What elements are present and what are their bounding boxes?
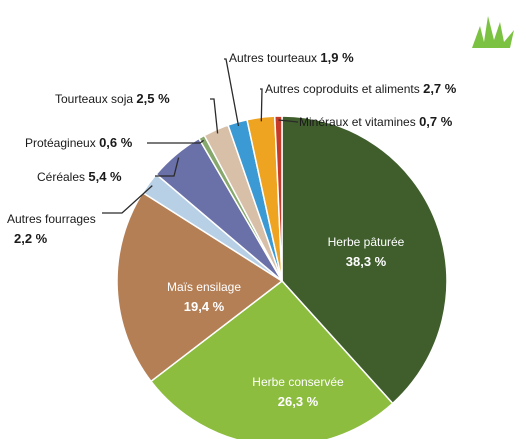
leader-line-autres-fourrages (102, 185, 153, 214)
label-pct-mais-ensilage: 19,4 % (184, 299, 225, 314)
pie-slice-mais-ensilage (116, 191, 284, 383)
label-cereales: Céréales 5,4 % (37, 169, 122, 184)
label-autres-fourrages: Autres fourrages (7, 212, 96, 226)
label-autres-tourteaux: Autres tourteaux 1,9 % (229, 50, 354, 65)
pie-slice-herbe-paturee (281, 115, 448, 405)
grass-logo-icon (472, 16, 514, 48)
leader-line-proteagineux (147, 139, 204, 144)
leader-line-mineraux-et-vitamines (278, 119, 299, 123)
label-tourteaux-soja: Tourteaux soja 2,5 % (55, 91, 170, 106)
label-pct-herbe-conservee: 26,3 % (278, 394, 319, 409)
pie-slice-herbe-conservee (149, 279, 394, 439)
label-name-herbe-paturee: Herbe pâturée (328, 235, 405, 249)
leader-line-cereales (155, 157, 180, 177)
leader-line-autres-tourteaux (224, 58, 240, 127)
label-name-mais-ensilage: Maïs ensilage (167, 280, 241, 294)
leader-line-tourteaux-soja (210, 98, 219, 134)
label-proteagineux: Protéagineux 0,6 % (25, 135, 133, 150)
label-pct-herbe-paturee: 38,3 % (346, 254, 387, 269)
leader-line-autres-coproduits-et-aliments (260, 88, 263, 122)
label-mineraux-vitamines: Minéraux et vitamines 0,7 % (299, 114, 453, 129)
pie-slice-mineraux-et-vitamines (273, 115, 283, 282)
label-name-herbe-conservee: Herbe conservée (252, 375, 344, 389)
label-pct-autres-fourrages: 2,2 % (14, 231, 48, 246)
label-autres-coproduits: Autres coproduits et aliments 2,7 % (265, 81, 457, 96)
